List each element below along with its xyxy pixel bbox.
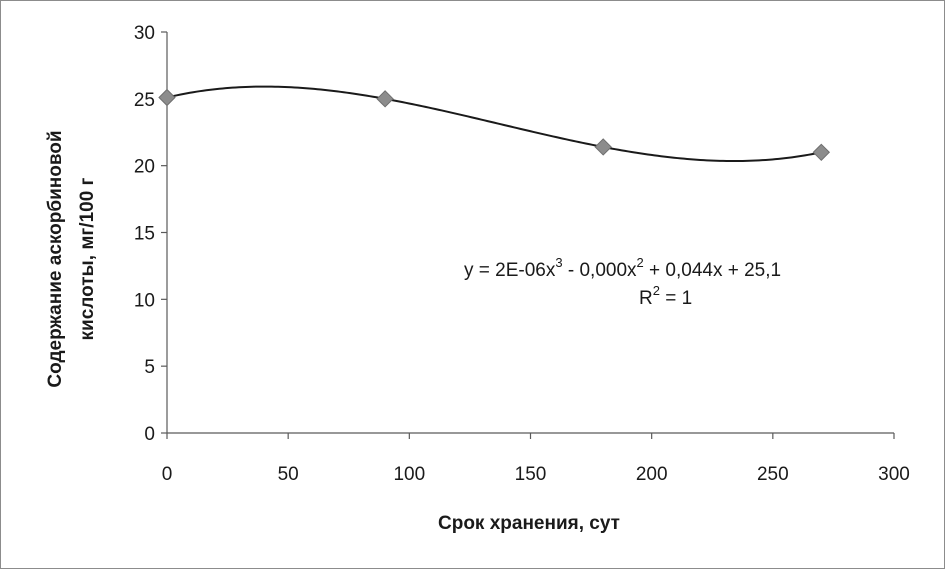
x-tick-label: 250 xyxy=(757,464,789,485)
equation-exponent: 3 xyxy=(555,255,562,270)
r2-exponent: 2 xyxy=(653,283,660,298)
trendline-equation: y = 2E-06x3 - 0,000x2 + 0,044x + 25,1 xyxy=(464,255,781,281)
x-axis-title: Срок хранения, сут xyxy=(438,513,620,534)
x-tick-label: 0 xyxy=(162,464,173,485)
x-tick-label: 100 xyxy=(393,464,425,485)
equation-exponent: 2 xyxy=(637,255,644,270)
y-tick-label: 30 xyxy=(134,23,155,44)
y-axis-title-line2: кислоты, мг/100 г xyxy=(77,177,98,340)
data-point-marker xyxy=(812,143,831,162)
equation-part: y = 2E-06x xyxy=(464,260,556,281)
data-point-marker xyxy=(594,138,612,156)
y-tick-label: 10 xyxy=(134,290,155,311)
equation-part: - 0,000x xyxy=(563,260,637,281)
data-point-marker xyxy=(376,90,394,108)
y-tick-label: 25 xyxy=(134,90,155,111)
y-tick-label: 0 xyxy=(144,424,155,445)
x-tick-label: 50 xyxy=(278,464,299,485)
equation-part: + 0,044x + 25,1 xyxy=(644,260,781,281)
r-squared-label: R2 = 1 xyxy=(639,283,692,309)
r2-part: R xyxy=(639,288,653,309)
x-tick-label: 150 xyxy=(515,464,547,485)
r2-part: = 1 xyxy=(660,288,692,309)
y-tick-label: 20 xyxy=(134,157,155,178)
data-points xyxy=(158,88,831,162)
x-tick-label: 300 xyxy=(878,464,910,485)
y-axis-title-line1: Содержание аскорбиновой xyxy=(45,130,66,387)
data-point-marker xyxy=(158,88,176,107)
y-tick-label: 5 xyxy=(144,357,155,378)
y-tick-label: 15 xyxy=(134,224,155,245)
trendline-group xyxy=(166,85,822,163)
x-tick-label: 200 xyxy=(636,464,668,485)
trendline xyxy=(166,85,822,163)
